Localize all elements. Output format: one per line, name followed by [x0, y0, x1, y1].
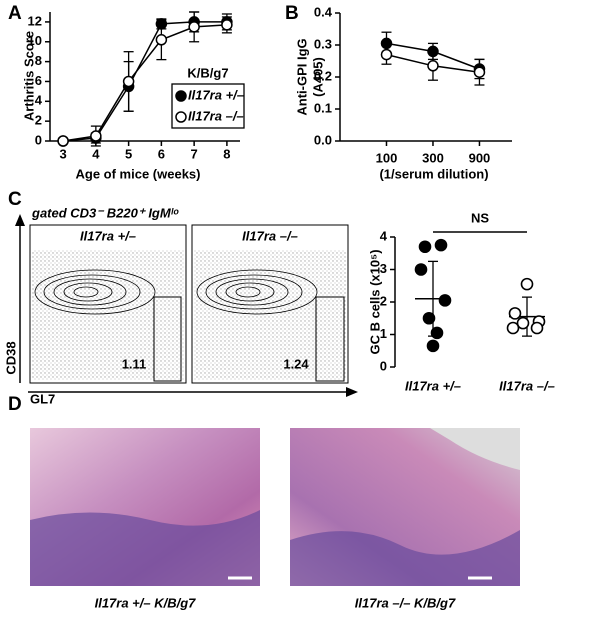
- y-tick-label: 2: [380, 293, 387, 308]
- y-tick-label: 0: [35, 132, 42, 147]
- marker: [427, 60, 439, 72]
- y-tick-label: 6: [35, 73, 42, 88]
- marker: [473, 66, 486, 78]
- marker: [221, 19, 233, 31]
- marker: [90, 130, 102, 142]
- dot: [438, 294, 452, 307]
- x-tick-label: 4: [92, 146, 100, 161]
- x-tick-label: 5: [125, 146, 132, 161]
- y-tick-label: 2: [35, 113, 42, 128]
- flow-dots: [32, 250, 184, 380]
- histology: [30, 428, 520, 586]
- dot: [506, 321, 520, 335]
- dot: [426, 339, 440, 353]
- y-tick-label: 0: [380, 358, 387, 373]
- x-axis-label: Age of mice (weeks): [76, 166, 201, 181]
- panel-label: A: [8, 3, 22, 24]
- dot: [434, 238, 448, 252]
- x-axis-label: (1/serum dilution): [379, 166, 488, 181]
- y-tick-label: 4: [380, 228, 388, 243]
- legend-marker: [175, 111, 187, 123]
- annotation: NS: [471, 210, 489, 225]
- legend-label: Il17ra +/–: [188, 87, 244, 102]
- caption: Il17ra +/– K/B/g7: [95, 595, 197, 610]
- dot: [516, 316, 530, 330]
- y-tick-label: 8: [35, 53, 42, 68]
- y-tick-label: 3: [380, 261, 387, 276]
- gate: [315, 296, 345, 382]
- contours: [34, 269, 156, 315]
- gate: [153, 296, 182, 382]
- legend-marker: [175, 90, 187, 102]
- axis-label: GL7: [30, 391, 55, 406]
- x-tick-label: 6: [158, 146, 165, 161]
- y-tick-label: 0.0: [314, 132, 332, 147]
- background: [430, 428, 520, 470]
- y-axis-label: Arthritis Score: [21, 31, 36, 121]
- x-tick-label: Il17ra +/–: [405, 378, 461, 393]
- arrow-head: [15, 214, 25, 226]
- dot: [418, 240, 432, 254]
- tissue: [30, 510, 260, 586]
- flow-plots: [15, 214, 358, 397]
- y-axis-label: GC B cells (x10⁵): [367, 249, 382, 354]
- flow-dots: [194, 250, 346, 380]
- y-tick-label: 10: [28, 33, 42, 48]
- y-tick-label: 12: [28, 13, 42, 28]
- caption: Il17ra –/– K/B/g7: [355, 595, 456, 610]
- axis-label: CD38: [3, 341, 18, 374]
- panel-label: B: [285, 3, 299, 24]
- gate-percent: 1.24: [283, 356, 309, 371]
- x-tick-label: 7: [191, 146, 198, 161]
- dot: [430, 326, 444, 340]
- y-tick-label: 0.3: [314, 36, 332, 51]
- x-tick-label: 3: [59, 146, 66, 161]
- y-tick-label: 4: [35, 93, 43, 108]
- y-tick-label: 0.1: [314, 100, 332, 115]
- marker: [155, 34, 168, 46]
- gate-percent: 1.11: [122, 356, 147, 371]
- x-tick-label: 900: [469, 150, 491, 165]
- dot: [422, 311, 436, 325]
- marker: [188, 21, 200, 33]
- dot: [414, 263, 428, 276]
- y-tick-label: 0.2: [314, 68, 332, 83]
- y-axis-label: (A405): [310, 57, 325, 97]
- marker: [155, 18, 168, 30]
- x-tick-label: 8: [223, 146, 230, 161]
- y-tick-label: 1: [380, 326, 387, 341]
- dot: [530, 321, 544, 335]
- legend-title: K/B/g7: [187, 65, 228, 80]
- marker: [427, 45, 439, 58]
- marker: [380, 48, 393, 61]
- flow-title: Il17ra +/–: [80, 228, 136, 243]
- contours: [196, 269, 318, 315]
- marker: [380, 37, 393, 50]
- arrow-head: [346, 387, 358, 397]
- tissue: [290, 530, 520, 586]
- x-tick-label: Il17ra –/–: [499, 378, 555, 393]
- gate-label: gated CD3⁻ B220⁺ IgMˡᵒ: [31, 205, 179, 220]
- x-tick-label: 100: [376, 150, 398, 165]
- y-axis-label: Anti-GPI IgG: [294, 38, 309, 115]
- panel-label: C: [8, 189, 22, 210]
- dot: [508, 307, 522, 320]
- marker: [57, 135, 69, 147]
- flow-title: Il17ra –/–: [242, 228, 298, 243]
- y-tick-label: 0.4: [314, 4, 333, 19]
- legend-label: Il17ra –/–: [188, 108, 244, 123]
- dot: [520, 277, 534, 291]
- marker: [122, 75, 135, 88]
- x-tick-label: 300: [422, 150, 444, 165]
- panel-label: D: [8, 394, 22, 415]
